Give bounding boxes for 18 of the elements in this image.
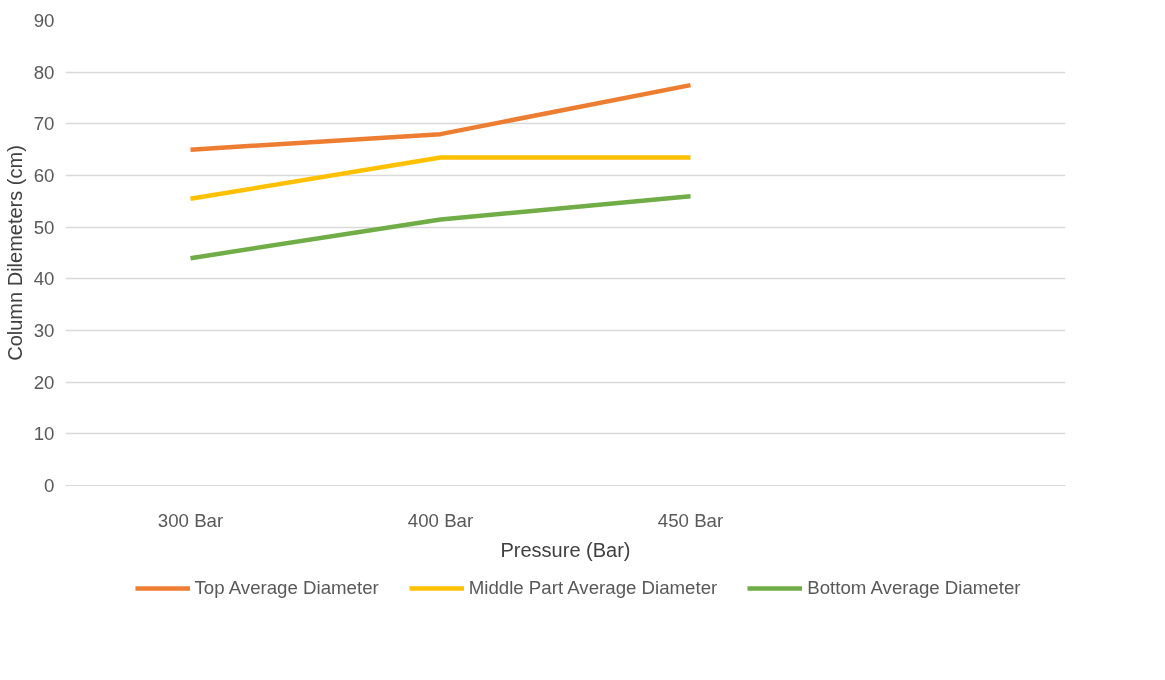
y-axis-title: Column Dilemeters (cm) xyxy=(3,145,26,361)
x-tick-label: 450 Bar xyxy=(657,509,724,531)
y-tick-label: 70 xyxy=(33,113,55,135)
y-tick-label: 90 xyxy=(33,10,55,31)
legend-label: Top Average Diameter xyxy=(194,577,379,599)
y-tick-label: 80 xyxy=(33,61,55,83)
x-tick-label: 400 Bar xyxy=(407,509,474,531)
y-tick-label: 30 xyxy=(33,320,55,341)
legend-label: Middle Part Average Diameter xyxy=(468,577,718,599)
y-tick-label: 60 xyxy=(33,165,55,186)
y-tick-label: 40 xyxy=(33,268,55,290)
y-tick-label: 10 xyxy=(33,423,55,445)
x-tick-label: 300 Bar xyxy=(157,509,224,531)
legend-label: Bottom Average Diameter xyxy=(807,577,1021,599)
y-tick-label: 20 xyxy=(33,371,55,393)
y-tick-label: 0 xyxy=(44,475,55,496)
y-tick-label: 50 xyxy=(33,216,55,238)
x-axis-title: Pressure (Bar) xyxy=(500,538,631,561)
